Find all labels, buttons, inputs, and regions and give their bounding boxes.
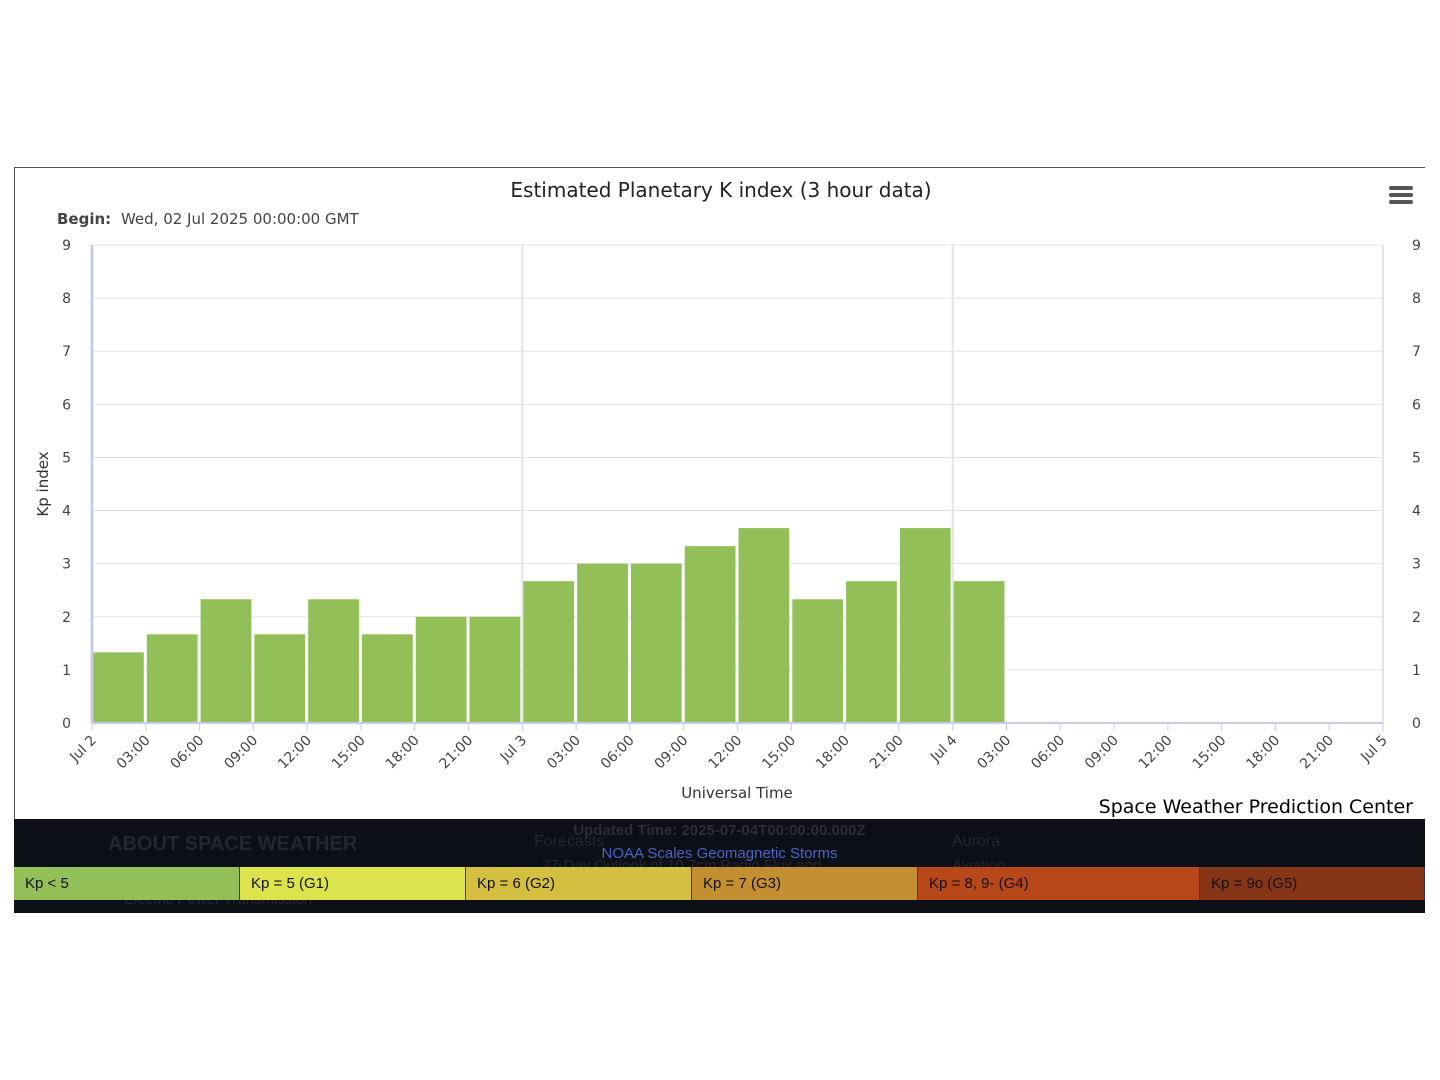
kp-bar [308, 599, 359, 723]
kp-bar [899, 528, 951, 723]
x-tick-label: Jul 5 [1357, 733, 1390, 766]
y-tick-label-left: 3 [62, 557, 71, 573]
x-tick-label: 21:00 [1297, 733, 1337, 773]
x-tick-label: 21:00 [437, 733, 477, 773]
x-tick-label: 15:00 [1190, 733, 1230, 773]
kp-bar [792, 599, 844, 723]
credit-label: Space Weather Prediction Center [1099, 796, 1414, 818]
kp-bar [523, 581, 575, 723]
menu-line-icon [1389, 200, 1413, 204]
x-tick-label: 12:00 [705, 733, 745, 773]
x-tick-label: 18:00 [383, 733, 423, 773]
x-tick-label: 18:00 [813, 733, 853, 773]
kp-bar [200, 599, 252, 723]
y-tick-label-right: 2 [1412, 610, 1421, 626]
x-tick-label: 06:00 [168, 733, 208, 773]
kp-bar [684, 546, 736, 723]
y-tick-label-left: 4 [62, 504, 71, 520]
kp-scale-segment: Kp = 9o (G5) [1200, 867, 1425, 900]
kp-bar [146, 634, 198, 723]
kp-bar [846, 581, 897, 723]
x-tick-label: 09:00 [221, 733, 261, 773]
kp-scale-segment: Kp = 8, 9- (G4) [918, 867, 1200, 900]
y-tick-label-left: 8 [62, 291, 71, 307]
y-tick-label-right: 4 [1412, 504, 1421, 520]
x-tick-label: 03:00 [114, 733, 154, 773]
x-tick-label: 09:00 [1082, 733, 1122, 773]
kp-scale-legend: Kp < 5 Kp = 5 (G1) Kp = 6 (G2) Kp = 7 (G3) K… [14, 867, 1425, 900]
updated-time: Updated Time: 2025-07-04T00:00:00.000Z [573, 822, 866, 839]
chart-title: Estimated Planetary K index (3 hour data… [510, 178, 931, 202]
kp-index-chart: 0 0 1 1 2 2 3 3 4 4 5 5 6 6 7 7 8 8 9 9 Jul 2 03:00 06:00 09:00… [34, 178, 1421, 818]
kp-scale-segment: Kp = 7 (G3) [692, 867, 918, 900]
y-tick-label-right: 1 [1412, 663, 1421, 679]
kp-scale-segment: Kp = 6 (G2) [466, 867, 692, 900]
y-tick-label-left: 1 [62, 663, 71, 679]
x-tick-label: 09:00 [652, 733, 692, 773]
begin-value: Wed, 02 Jul 2025 00:00:00 GMT [121, 210, 360, 228]
y-tick-label-left: 7 [62, 344, 71, 360]
x-tick-label: Jul 4 [927, 732, 960, 765]
begin-label: Begin: [57, 210, 111, 228]
y-tick-label-right: 6 [1412, 397, 1421, 413]
y-tick-label-right: 7 [1412, 344, 1421, 360]
ghost-aurora-link: Aurora [952, 833, 1001, 850]
kp-bar [630, 563, 682, 723]
kp-bar [953, 581, 1005, 723]
y-tick-label-right: 5 [1412, 450, 1421, 466]
noaa-scales-title[interactable]: NOAA Scales Geomagnetic Storms [601, 845, 838, 862]
y-tick-label-right: 9 [1412, 238, 1421, 254]
kp-bar [469, 616, 521, 723]
menu-line-icon [1389, 193, 1413, 197]
x-tick-label: 06:00 [598, 733, 638, 773]
kp-scale-segment: Kp < 5 [14, 867, 240, 900]
chart-menu-button[interactable] [1387, 183, 1415, 209]
y-tick-label-left: 9 [62, 238, 71, 254]
x-tick-label: 12:00 [1136, 733, 1176, 773]
x-tick-label: 21:00 [867, 733, 907, 773]
chart-container: 0 0 1 1 2 2 3 3 4 4 5 5 6 6 7 7 8 8 9 9 Jul 2 03:00 06:00 09:00… [14, 167, 1425, 819]
x-tick-label: 03:00 [544, 733, 584, 773]
x-tick-label: 06:00 [1028, 733, 1068, 773]
x-tick-label: 03:00 [974, 733, 1014, 773]
y-tick-label-left: 5 [62, 450, 71, 466]
x-axis-label: Universal Time [681, 784, 793, 802]
x-tick-label: 18:00 [1243, 733, 1283, 773]
x-tick-label: Jul 3 [497, 733, 530, 766]
y-tick-label-right: 8 [1412, 291, 1421, 307]
ghost-about-heading: ABOUT SPACE WEATHER [108, 833, 358, 855]
ghost-forecasts-link: Forecasts [534, 833, 605, 850]
footer-band: ABOUT SPACE WEATHER Forecasts 27-Day Out… [14, 819, 1425, 913]
y-tick-label-left: 2 [62, 610, 71, 626]
x-tick-label: Jul 2 [66, 733, 99, 766]
kp-bar [738, 528, 790, 723]
y-tick-label-right: 0 [1412, 716, 1421, 732]
kp-scale-segment: Kp = 5 (G1) [240, 867, 466, 900]
begin-subtitle: Begin: Wed, 02 Jul 2025 00:00:00 GMT [57, 210, 360, 228]
x-tick-label: 15:00 [329, 733, 369, 773]
y-tick-label-left: 6 [62, 397, 71, 413]
y-axis-label: Kp index [34, 451, 52, 516]
y-tick-label-left: 0 [62, 716, 71, 732]
kp-bar [415, 616, 467, 723]
bars [93, 528, 1005, 723]
kp-bar [361, 634, 413, 723]
kp-bar [577, 563, 628, 723]
menu-line-icon [1389, 186, 1413, 190]
x-tick-label: 12:00 [275, 733, 315, 773]
y-tick-label-right: 3 [1412, 557, 1421, 573]
kp-bar [254, 634, 306, 723]
x-tick-label: 15:00 [759, 733, 799, 773]
kp-bar [93, 652, 144, 723]
